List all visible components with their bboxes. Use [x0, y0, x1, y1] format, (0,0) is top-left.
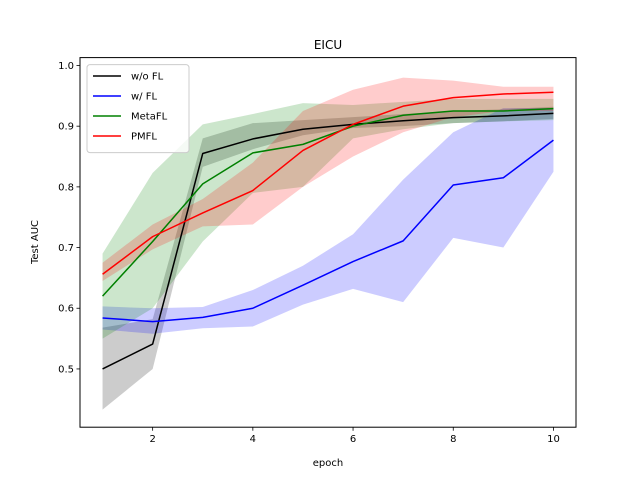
legend-label: w/o FL — [131, 72, 164, 83]
x-tick-label: 6 — [350, 434, 356, 445]
x-tick-label: 8 — [450, 434, 456, 445]
y-tick-label: 1.0 — [58, 61, 74, 72]
chart-title: EICU — [314, 38, 342, 52]
legend: w/o FL w/ FL MetaFL PMFL — [86, 64, 190, 154]
band-pmfl — [102, 77, 554, 281]
band-w-fl — [102, 107, 554, 334]
y-tick-label: 0.7 — [58, 243, 74, 254]
legend-label: PMFL — [131, 132, 157, 143]
legend-item-w-fl: w/ FL — [93, 92, 157, 103]
legend-item-pmfl: PMFL — [93, 132, 157, 143]
plot-frame — [79, 57, 577, 428]
x-tick-label: 4 — [250, 434, 256, 445]
confidence-bands — [102, 77, 554, 410]
series-line-w-fl — [102, 139, 554, 323]
series-line-metafl — [101, 107, 554, 297]
y-tick-label: 0.6 — [58, 304, 74, 315]
series-line-w-o-fl — [102, 112, 554, 370]
x-axis-ticks: 2 4 6 8 10 — [149, 427, 560, 445]
y-tick-label: 0.8 — [58, 182, 74, 193]
band-metafl — [102, 98, 554, 339]
y-axis-label: Test AUC — [30, 220, 41, 265]
y-tick-label: 0.9 — [58, 122, 74, 133]
series-lines — [101, 91, 554, 370]
legend-label: w/ FL — [131, 92, 157, 103]
legend-label: MetaFL — [131, 112, 168, 123]
series-line-pmfl — [102, 91, 554, 275]
y-tick-label: 0.5 — [58, 364, 74, 375]
y-axis-ticks: 0.5 0.6 0.7 0.8 0.9 1.0 — [58, 61, 80, 375]
legend-item-metafl: MetaFL — [93, 112, 168, 123]
x-tick-label: 2 — [149, 434, 155, 445]
legend-item-w-o-fl: w/o FL — [93, 72, 164, 83]
x-tick-label: 10 — [547, 434, 560, 445]
legend-box — [86, 64, 190, 154]
x-axis-label: epoch — [313, 458, 343, 469]
